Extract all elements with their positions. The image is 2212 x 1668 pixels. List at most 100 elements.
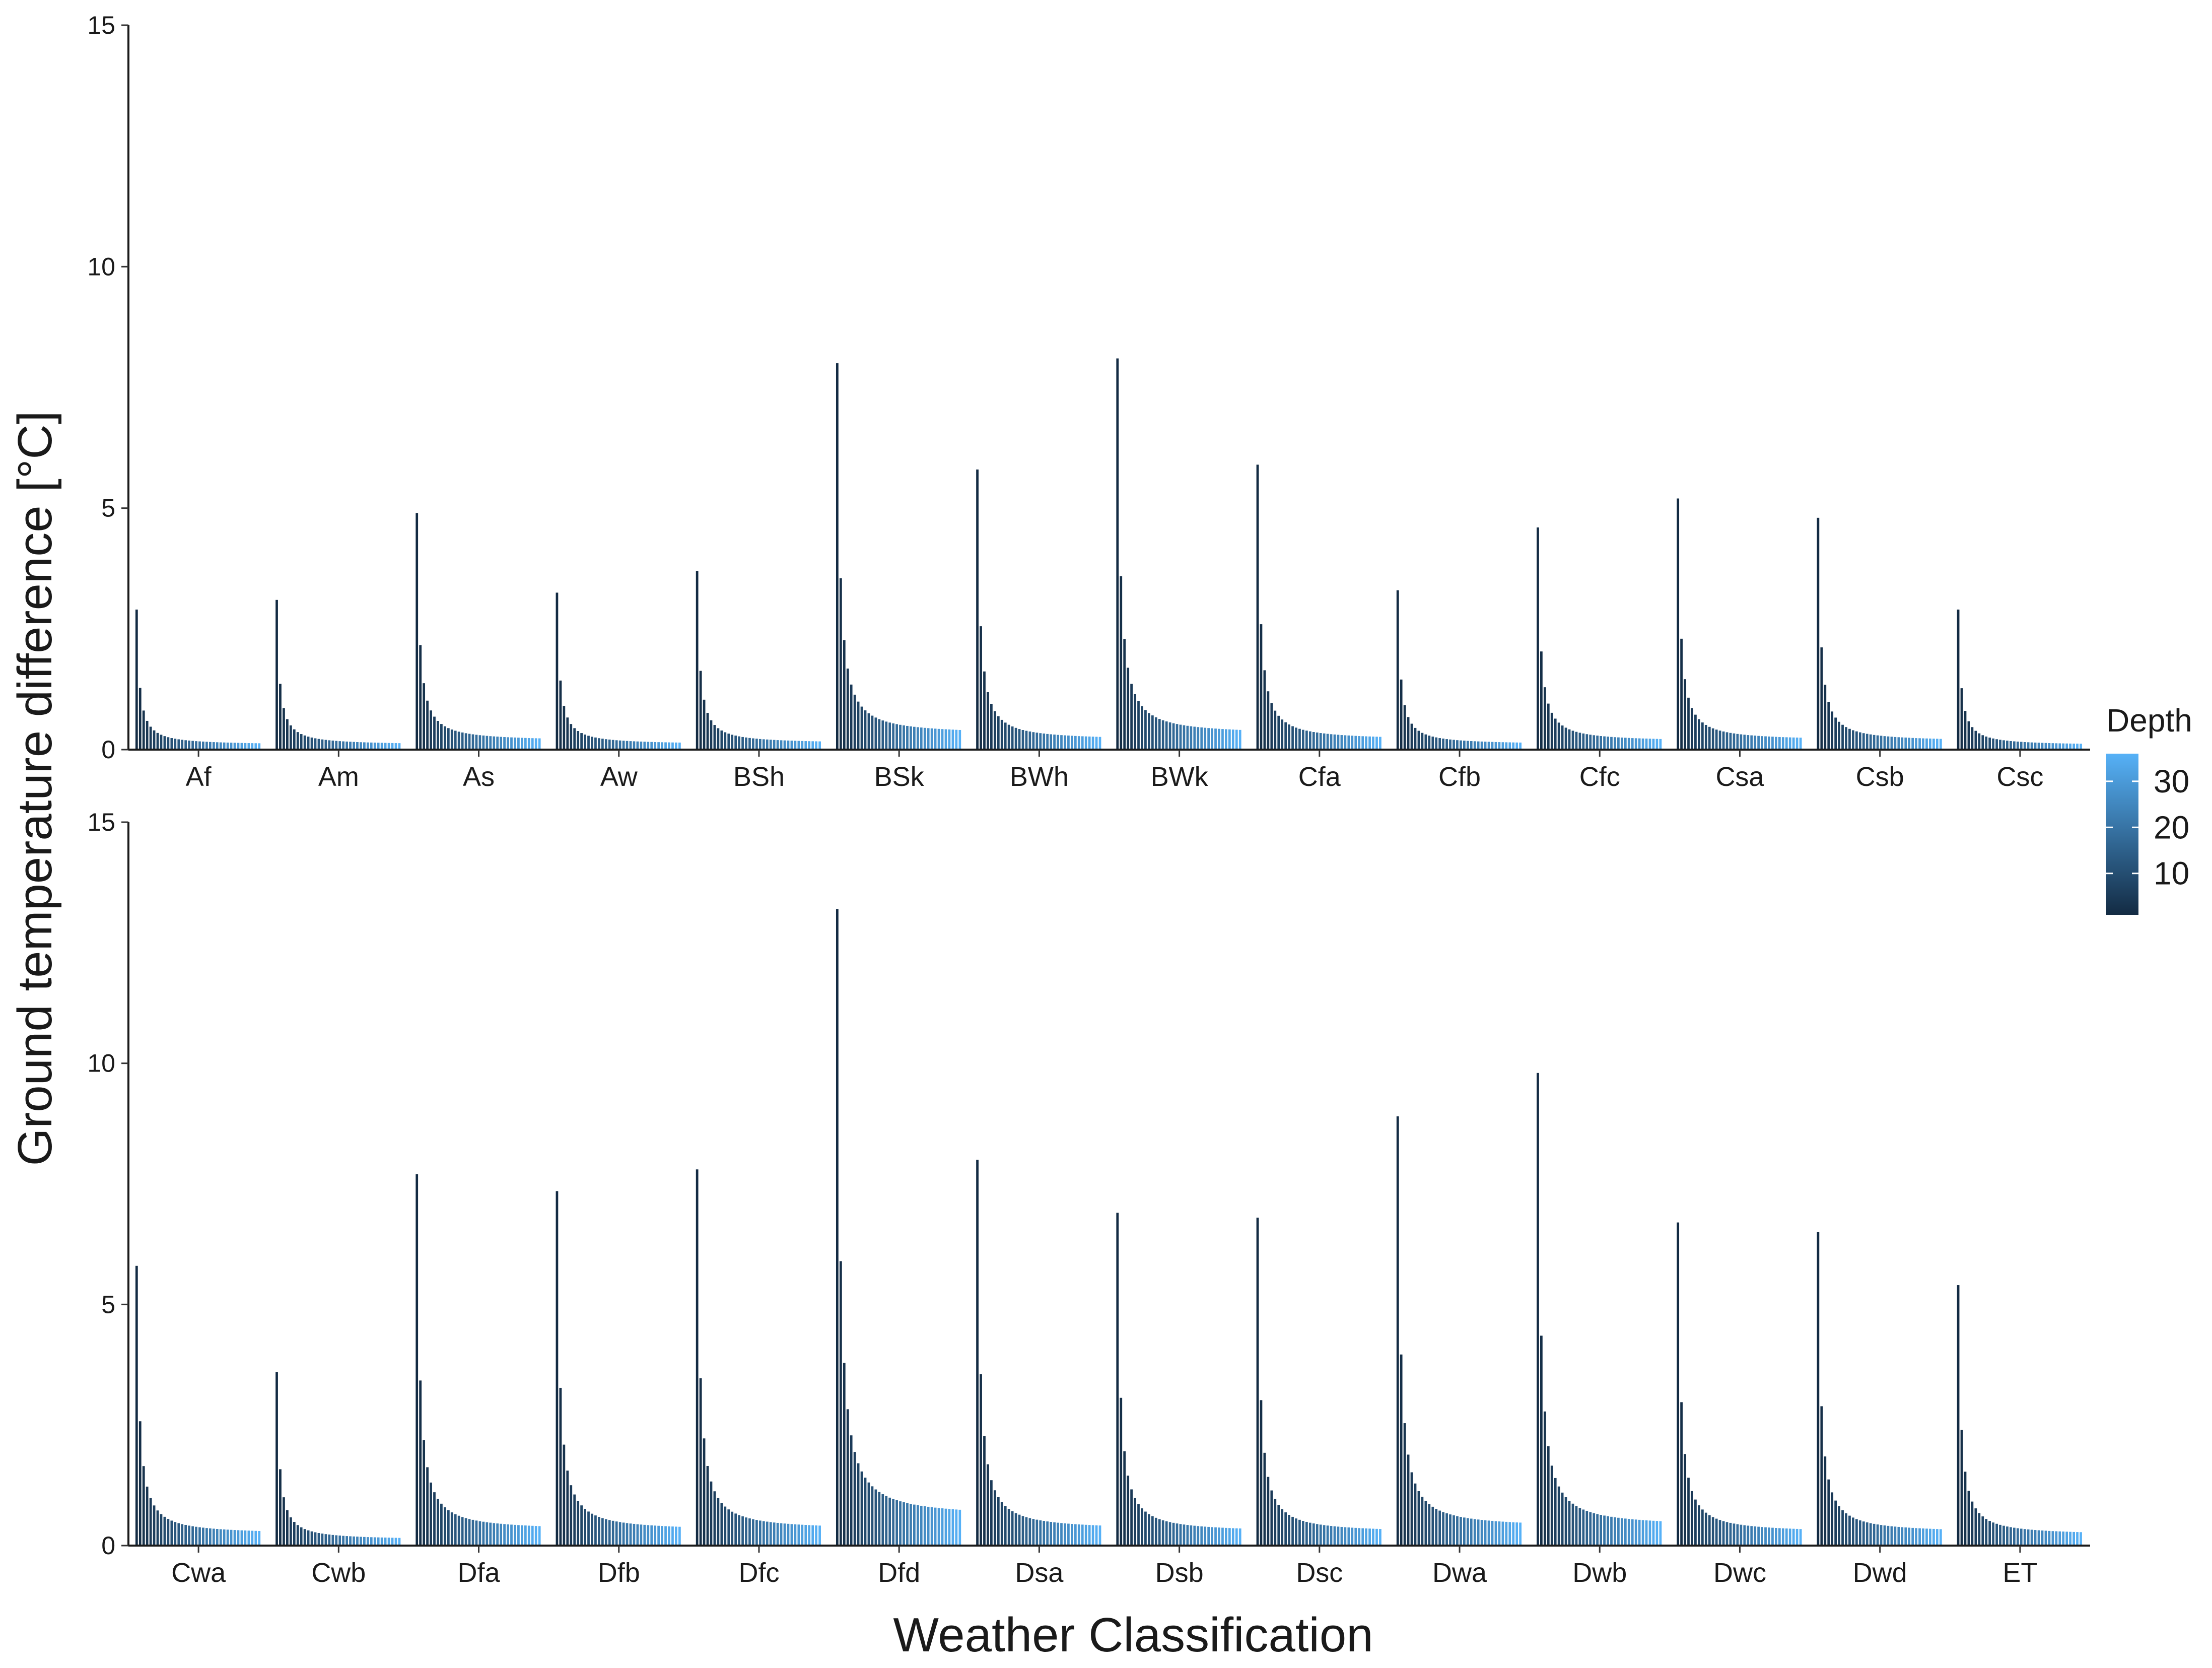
bar-Csa-depth-29 <box>1775 737 1777 750</box>
bar-Csb-depth-8 <box>1841 724 1844 750</box>
bar-Am-depth-13 <box>317 739 320 750</box>
bar-Dfc-depth-34 <box>811 1525 814 1546</box>
bar-Cfb-depth-35 <box>1515 742 1518 750</box>
bar-Am-depth-32 <box>384 743 387 750</box>
x-tick-label-Dfb: Dfb <box>598 1558 640 1588</box>
bar-Dfd-depth-29 <box>934 1507 937 1546</box>
bar-BWh-depth-4 <box>987 692 989 750</box>
bar-Csb-depth-35 <box>1935 739 1939 750</box>
bar-Am-depth-17 <box>331 741 334 750</box>
bar-Cfc-depth-16 <box>1589 735 1592 750</box>
bar-Dwa-depth-26 <box>1484 1520 1487 1546</box>
bar-Dwb-depth-1 <box>1537 1073 1539 1546</box>
bar-BWh-depth-33 <box>1088 737 1091 750</box>
bar-BSh-depth-16 <box>748 738 751 750</box>
bar-Dfa-depth-28 <box>510 1524 513 1546</box>
bar-Csa-depth-32 <box>1785 737 1788 750</box>
bar-Csa-depth-30 <box>1778 737 1781 750</box>
bar-BSk-depth-26 <box>923 727 926 750</box>
bar-Af-depth-4 <box>146 720 149 750</box>
bar-BSk-depth-19 <box>899 724 902 750</box>
bar-Cwa-depth-11 <box>170 1520 173 1546</box>
bar-Dwa-depth-4 <box>1407 1454 1410 1546</box>
bar-Dwd-depth-26 <box>1904 1527 1907 1546</box>
bar-Csa-depth-13 <box>1718 730 1721 750</box>
x-tick-label-Aw: Aw <box>600 762 638 792</box>
bar-Cwb-depth-16 <box>328 1534 331 1546</box>
legend-colorbar <box>2106 754 2138 915</box>
bar-Dwb-depth-4 <box>1547 1446 1550 1546</box>
bar-BWk-depth-9 <box>1144 710 1147 750</box>
bar-As-depth-31 <box>521 738 523 750</box>
bar-Csb-depth-9 <box>1845 727 1847 750</box>
bar-Am-depth-14 <box>321 739 324 750</box>
bar-Cfc-depth-11 <box>1571 730 1574 750</box>
bar-Dwa-depth-10 <box>1428 1504 1431 1546</box>
x-tick-label-As: As <box>463 762 495 792</box>
bar-Dfb-depth-1 <box>556 1191 559 1546</box>
bar-Aw-depth-10 <box>587 736 590 750</box>
bar-Dwd-depth-2 <box>1820 1406 1823 1546</box>
bar-Cfc-depth-17 <box>1593 735 1596 750</box>
bar-Dfd-depth-34 <box>951 1509 954 1546</box>
facet-2-x-ticks: Cwa Cwb Dfa Dfb Dfc Dfd Dsa Dsb Dsc Dwa Dwb Dwc Dwd E… <box>171 1546 2037 1588</box>
bar-Am-depth-36 <box>398 743 401 750</box>
bar-BSh-depth-35 <box>815 741 818 750</box>
bar-Cwa-depth-9 <box>163 1516 166 1546</box>
bar-BWk-depth-21 <box>1186 725 1189 750</box>
bar-Af-depth-13 <box>177 739 180 750</box>
bar-Csa-depth-24 <box>1757 736 1760 750</box>
bar-Cfa-depth-35 <box>1375 737 1378 750</box>
bar-Dwc-depth-25 <box>1761 1527 1763 1546</box>
bar-Cwa-depth-1 <box>135 1265 138 1546</box>
bar-Csc-depth-17 <box>2013 741 2016 750</box>
bar-Dfa-depth-7 <box>437 1499 439 1546</box>
bar-Aw-depth-32 <box>664 742 667 750</box>
bar-Cwb-depth-4 <box>286 1510 289 1546</box>
bar-Dsa-depth-11 <box>1011 1511 1014 1546</box>
x-tick-label-Dsa: Dsa <box>1015 1558 1064 1588</box>
bar-Csa-depth-35 <box>1795 738 1799 750</box>
bar-Cwa-depth-16 <box>188 1525 190 1546</box>
bar-Dsc-depth-16 <box>1308 1522 1311 1546</box>
bar-Dwb-depth-27 <box>1627 1519 1630 1546</box>
bar-Dsc-depth-29 <box>1354 1527 1357 1546</box>
x-tick-label-Cfb: Cfb <box>1438 762 1481 792</box>
bar-As-depth-3 <box>423 683 426 750</box>
bar-As-depth-9 <box>443 726 446 750</box>
bar-Dwd-depth-36 <box>1939 1529 1942 1546</box>
bar-Aw-depth-36 <box>678 743 681 750</box>
bar-Af-depth-16 <box>188 741 190 750</box>
bar-Cfc-depth-22 <box>1610 737 1613 750</box>
bar-BSh-depth-5 <box>710 720 713 750</box>
bar-Dfb-depth-2 <box>559 1387 562 1546</box>
bar-Dwb-depth-11 <box>1571 1503 1574 1546</box>
bar-Dwd-depth-5 <box>1831 1492 1834 1546</box>
bar-ET-depth-5 <box>1971 1501 1974 1546</box>
bar-Csb-depth-36 <box>1939 739 1942 750</box>
bar-Am-depth-20 <box>342 741 345 750</box>
bar-Dfa-depth-15 <box>464 1518 467 1546</box>
bar-Csc-depth-16 <box>2010 741 2012 750</box>
bar-Cwa-depth-3 <box>142 1466 145 1546</box>
bar-BWh-depth-5 <box>990 704 993 750</box>
bar-Csb-depth-6 <box>1834 717 1837 750</box>
facet-1-y-ticks: 0 5 10 15 <box>87 11 128 764</box>
bar-Dsa-depth-24 <box>1057 1522 1059 1546</box>
bar-Dwd-depth-14 <box>1862 1521 1865 1546</box>
bar-Dsc-depth-10 <box>1288 1515 1290 1546</box>
bar-BWh-depth-27 <box>1067 736 1070 750</box>
bar-Dfc-depth-5 <box>710 1481 713 1546</box>
bar-BWk-depth-35 <box>1235 729 1238 750</box>
bar-Cwb-depth-8 <box>300 1527 303 1546</box>
bar-Dwa-depth-29 <box>1494 1521 1497 1546</box>
bar-Dfa-depth-31 <box>521 1525 523 1546</box>
bar-Dsa-depth-10 <box>1007 1509 1010 1546</box>
bar-Dfc-depth-24 <box>776 1522 779 1546</box>
facet-panel-2: 0 5 10 15 Cwa Cwb Dfa Dfb Dfc Dfd Dsa Dsb Dsc Dwa Dwb… <box>87 808 2090 1588</box>
bar-Csb-depth-24 <box>1897 737 1900 750</box>
bar-Cfb-depth-31 <box>1501 742 1504 750</box>
bar-BSk-depth-12 <box>874 717 877 750</box>
bar-Aw-depth-22 <box>629 741 632 750</box>
